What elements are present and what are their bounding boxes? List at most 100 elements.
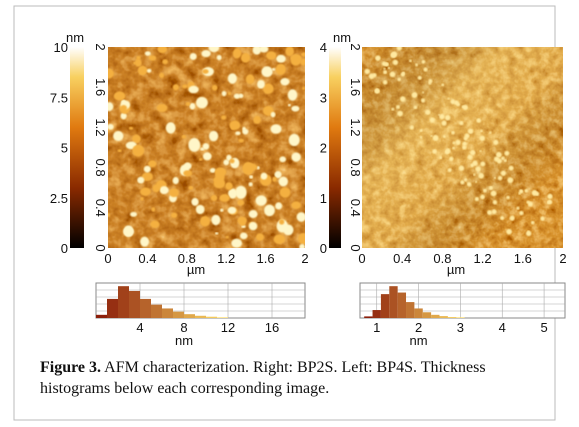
grain	[417, 75, 422, 80]
grain	[489, 131, 492, 134]
grain	[466, 182, 472, 187]
grain	[228, 91, 232, 96]
grain	[419, 136, 423, 139]
grain	[463, 136, 468, 141]
grain	[384, 62, 389, 67]
grain	[275, 202, 283, 210]
grain	[227, 206, 237, 214]
grain	[221, 90, 227, 97]
x-tick-label: 4	[136, 320, 143, 335]
x-tick-label: 2	[415, 320, 422, 335]
grain	[255, 233, 264, 241]
grain	[233, 93, 241, 99]
grain	[382, 80, 388, 85]
grain	[260, 172, 268, 180]
histogram-bar	[397, 292, 407, 318]
grain	[475, 180, 478, 183]
grain	[113, 91, 126, 101]
grain	[276, 54, 286, 63]
grain	[501, 156, 505, 160]
grain	[478, 173, 484, 179]
grain	[227, 73, 237, 84]
grain	[396, 47, 403, 51]
grain	[210, 194, 218, 202]
x-label: µm	[187, 262, 205, 277]
grain	[439, 114, 445, 120]
grain	[409, 59, 412, 63]
grain	[451, 130, 455, 135]
colorbar-tick-label: 0	[320, 241, 327, 256]
grain	[390, 52, 397, 59]
histogram-bar	[364, 316, 373, 318]
grain	[449, 156, 454, 162]
grain	[136, 55, 141, 60]
grain	[279, 156, 287, 163]
grain	[152, 184, 160, 193]
colorbar-tick-label: 0	[61, 241, 68, 256]
grain	[483, 188, 487, 193]
grain	[262, 83, 274, 94]
grain	[211, 214, 221, 226]
grain	[445, 148, 451, 154]
y-tick-label: 0.8	[348, 159, 363, 177]
histogram-bar	[107, 298, 118, 318]
grain	[455, 139, 461, 145]
caption: Figure 3. AFM characterization. Right: B…	[40, 357, 550, 399]
x-tick-label: 4	[499, 320, 506, 335]
grain	[148, 160, 157, 168]
grain	[146, 68, 152, 73]
grain	[259, 47, 269, 53]
grain	[503, 159, 507, 162]
x-tick-label: 1.6	[514, 251, 532, 266]
x-label: nm	[175, 333, 193, 348]
grain	[430, 134, 433, 137]
grain	[249, 175, 253, 179]
grain	[108, 102, 114, 112]
histogram-bar	[380, 294, 390, 318]
grain	[237, 199, 245, 206]
grain	[172, 176, 179, 185]
y-tick-label: 1.6	[93, 78, 108, 96]
grain	[248, 182, 253, 187]
grain	[397, 110, 403, 117]
grain	[262, 105, 274, 116]
grain	[452, 146, 455, 150]
grain	[476, 118, 482, 123]
grain	[137, 176, 145, 184]
y-tick-label: 0.8	[93, 159, 108, 177]
grain	[399, 96, 406, 102]
grain	[169, 188, 179, 198]
grain	[172, 84, 179, 91]
grain	[439, 156, 443, 160]
histogram-bar	[96, 314, 107, 318]
histogram-bar	[206, 316, 217, 318]
grain	[140, 197, 144, 201]
grain	[425, 109, 431, 115]
grain	[462, 141, 467, 146]
grain	[524, 189, 528, 193]
grain	[208, 47, 220, 53]
grain	[302, 86, 305, 90]
grain	[188, 137, 201, 152]
grain	[530, 220, 535, 225]
grain	[520, 190, 523, 193]
x-tick-label: 0.8	[433, 251, 451, 266]
grain	[283, 224, 294, 236]
grain	[400, 72, 405, 77]
grain	[383, 70, 388, 75]
grain	[488, 185, 493, 191]
grain	[372, 73, 377, 78]
grain	[123, 226, 134, 237]
grain	[200, 147, 205, 151]
grain	[170, 212, 178, 219]
x-tick-label: 2	[559, 251, 566, 266]
grain	[231, 238, 242, 248]
grain	[195, 204, 205, 215]
y-tick-label: 0.4	[348, 199, 363, 217]
grain	[422, 91, 425, 94]
grain	[507, 177, 514, 184]
grain	[519, 210, 524, 216]
grain	[215, 171, 225, 183]
grain	[229, 158, 235, 164]
